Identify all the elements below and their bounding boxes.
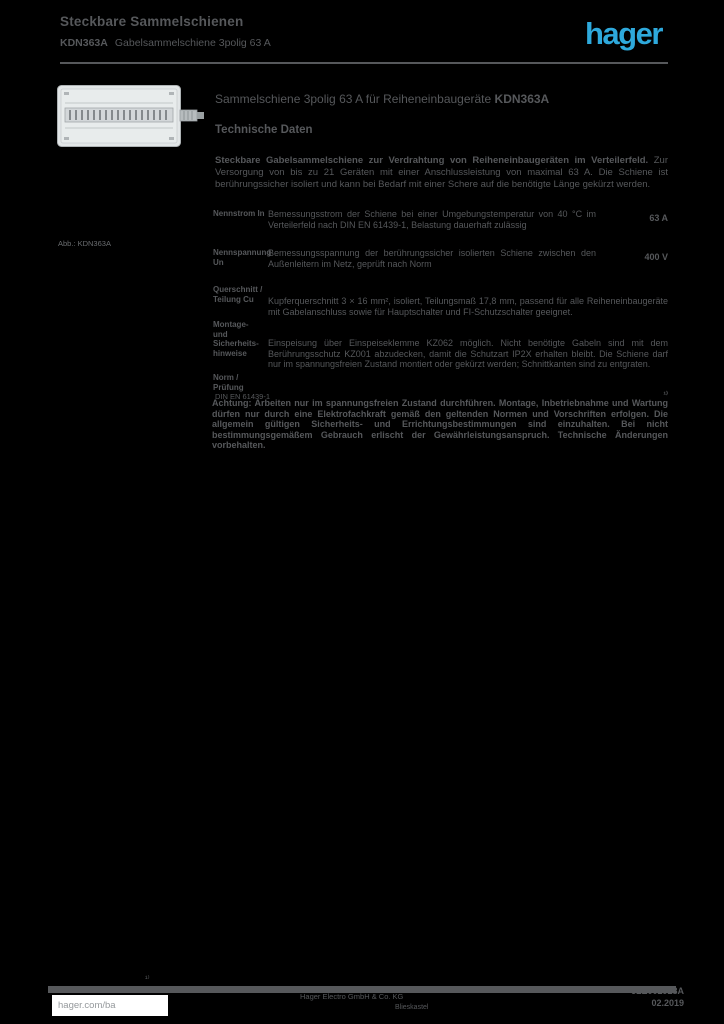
page-title-text: Sammelschiene 3polig 63 A für Reiheneinb…: [215, 92, 495, 106]
header-product-family: Steckbare Sammelschienen: [60, 14, 244, 29]
spec-row-nennspannung: Nennspannung Un Bemessungsspannung der b…: [213, 248, 668, 280]
intro-paragraph: Steckbare Gabelsammelschiene zur Verdrah…: [215, 155, 668, 191]
footer-docref-line2: 02.2019: [651, 998, 684, 1008]
spec-label: Montage- und Sicherheits- hinweise: [213, 320, 259, 358]
footer-docref-block: 6LE002928A 02.2019: [596, 985, 684, 1009]
spec-text: Einspeisung über Einspeiseklemme KZ062 m…: [268, 338, 668, 369]
spec-row-norm: Norm / Prüfung DIN EN 61439-1 ¹⁾: [213, 373, 668, 401]
spec-value: 63 A: [649, 213, 668, 223]
spec-text: Bemessungsstrom der Schiene bei einer Um…: [268, 209, 596, 230]
spec-label: Nennstrom In: [213, 209, 265, 218]
spec-row-querschnitt: Querschnitt / Teilung Cu Kupferquerschni…: [213, 285, 668, 319]
spec-label: Norm / Prüfung: [213, 373, 244, 392]
spec-text: Kupferquerschnitt 3 × 16 mm², isoliert, …: [268, 296, 668, 317]
warning-paragraph: Achtung: Arbeiten nur im spannungsfreien…: [212, 398, 668, 450]
footer-footnote-mark: ¹⁾: [145, 974, 150, 983]
spec-value: 400 V: [644, 252, 668, 262]
busbar-product-photo: [57, 84, 207, 149]
spec-text: DIN EN 61439-1: [215, 392, 271, 401]
intro-lead: Steckbare Gabelsammelschiene zur Verdrah…: [215, 155, 649, 166]
margin-note: Abb.: KDN363A: [58, 239, 111, 248]
section-heading: Technische Daten: [215, 124, 313, 136]
header-rule: [60, 62, 668, 64]
spec-row-montage: Montage- und Sicherheits- hinweise Einsp…: [213, 320, 668, 370]
footer-company-line2: Blieskastel: [395, 1004, 429, 1011]
spec-footnote-mark: ¹⁾: [663, 390, 668, 399]
footer-rule: [48, 986, 676, 993]
page-title-reference: KDN363A: [494, 92, 550, 106]
busbar-illustration: [57, 85, 204, 147]
spec-label: Querschnitt / Teilung Cu: [213, 285, 263, 304]
footer-company-line1: Hager Electro GmbH & Co. KG: [300, 992, 404, 1001]
footer-link[interactable]: hager.com/ba: [58, 1000, 116, 1011]
footer-company-block: Hager Electro GmbH & Co. KG Blieskastel: [300, 992, 470, 1012]
spec-row-nennstrom: Nennstrom In Bemessungsstrom der Schiene…: [213, 209, 668, 243]
footer-link-box[interactable]: hager.com/ba: [52, 995, 168, 1016]
spec-text: Bemessungsspannung der berührungssicher …: [268, 248, 596, 269]
header-subtitle: Gabelsammelschiene 3polig 63 A: [114, 37, 271, 49]
intro-rest: Zur Versorgung von bis zu 21 Geräten mit…: [215, 155, 668, 190]
footer-docref-line1: 6LE002928A: [630, 986, 684, 996]
page-title: Sammelschiene 3polig 63 A für Reiheneinb…: [215, 92, 668, 107]
hager-logo: hager: [585, 16, 663, 51]
header-reference: KDN363A: [60, 37, 108, 49]
header-subtitle-row: KDN363A Gabelsammelschiene 3polig 63 A: [60, 37, 271, 49]
spec-label: Nennspannung Un: [213, 248, 272, 267]
